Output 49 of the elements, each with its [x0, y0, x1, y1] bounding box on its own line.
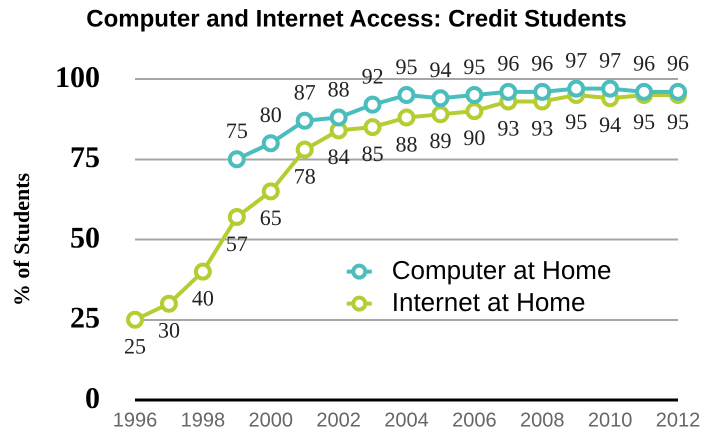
data-label: 94 — [599, 112, 622, 138]
data-label: 88 — [328, 76, 350, 102]
data-label: 80 — [260, 102, 282, 127]
x-tick-label: 2008 — [520, 410, 564, 432]
y-tick-label: 0 — [85, 382, 100, 415]
data-label: 30 — [158, 317, 180, 342]
x-tick-label: 2010 — [588, 410, 632, 432]
x-tick-label: 2004 — [384, 410, 429, 432]
data-label: 95 — [667, 108, 689, 134]
data-label: 89 — [429, 128, 452, 154]
chart-title: Computer and Internet Access: Credit Students — [86, 6, 627, 33]
data-label: 57 — [226, 230, 248, 256]
data-label: 93 — [531, 115, 554, 140]
data-label: 97 — [565, 47, 588, 72]
data-label: 90 — [463, 124, 486, 150]
data-label: 94 — [429, 57, 452, 82]
data-label: 96 — [531, 50, 554, 76]
data-label: 92 — [362, 63, 384, 88]
data-label: 87 — [294, 80, 316, 105]
data-label: 95 — [463, 54, 486, 79]
y-tick-label: 100 — [55, 60, 100, 94]
data-label: 95 — [565, 108, 588, 134]
x-tick-label: 2012 — [656, 410, 700, 432]
x-tick-label: 2006 — [452, 410, 497, 432]
y-tick-label: 50 — [70, 221, 100, 254]
y-tick-label: 25 — [70, 302, 100, 334]
data-label: 97 — [599, 47, 622, 72]
legend-label: Internet at Home — [392, 286, 586, 317]
data-label: 25 — [124, 334, 146, 359]
data-label: 96 — [667, 50, 689, 76]
data-label: 96 — [633, 50, 656, 76]
y-axis-title: % of Students — [8, 172, 34, 306]
data-label: 75 — [226, 118, 248, 144]
data-label: 40 — [192, 285, 214, 310]
data-label: 84 — [328, 144, 350, 170]
x-tick-label: 1996 — [112, 410, 158, 432]
y-tick-label: 75 — [70, 141, 100, 174]
legend-label: Computer at Home — [392, 254, 612, 285]
data-label: 95 — [633, 108, 656, 134]
data-label: 65 — [260, 205, 282, 230]
x-tick-label: 2000 — [248, 410, 293, 432]
data-label: 88 — [396, 131, 418, 156]
data-label: 95 — [396, 54, 418, 79]
data-label: 78 — [294, 163, 316, 188]
x-tick-label: 2002 — [316, 410, 361, 432]
data-label: 93 — [497, 115, 520, 140]
data-label: 85 — [362, 140, 384, 166]
data-label: 96 — [497, 50, 520, 76]
x-tick-label: 1998 — [180, 410, 226, 432]
